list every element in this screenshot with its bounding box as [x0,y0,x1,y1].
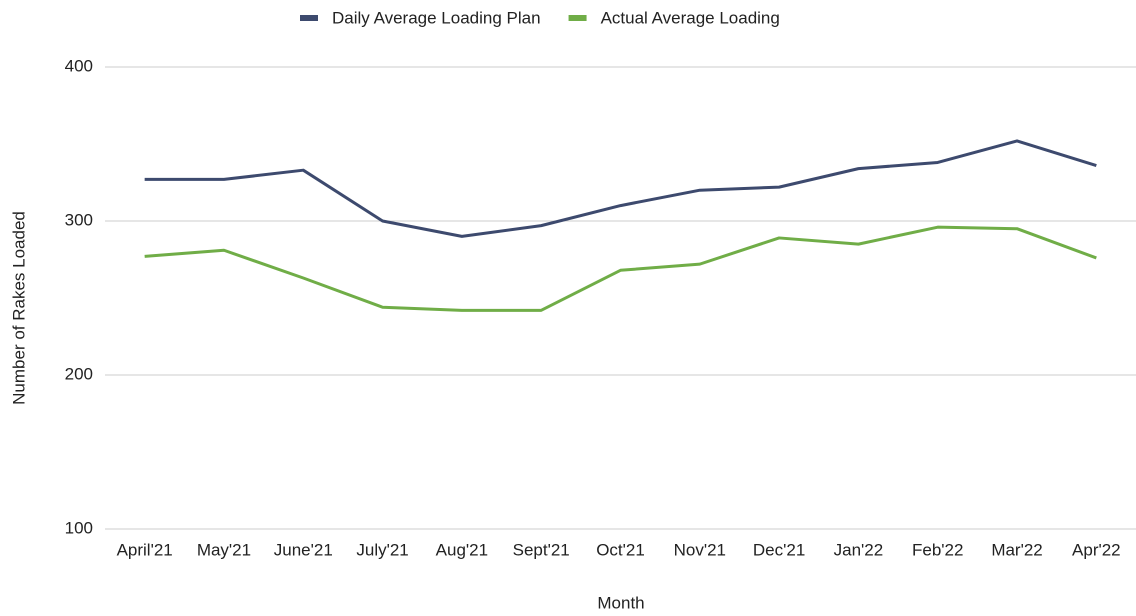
x-tick-label: Jan'22 [834,540,884,559]
y-tick-label: 400 [65,56,93,75]
x-tick-label: Sept'21 [513,540,570,559]
legend-label: Daily Average Loading Plan [332,8,541,27]
x-tick-label: Feb'22 [912,540,963,559]
legend-label: Actual Average Loading [601,8,780,27]
x-tick-label: Nov'21 [674,540,726,559]
x-tick-label: Oct'21 [596,540,645,559]
series-line [144,225,1097,312]
y-tick-label: 300 [65,210,93,229]
series-line [144,139,1097,238]
x-tick-label: Apr'22 [1072,540,1121,559]
x-axis-label: Month [597,593,644,612]
x-tick-label: April'21 [117,540,173,559]
legend-marker [568,15,587,21]
legend-marker [300,15,318,21]
x-tick-label: May'21 [197,540,251,559]
x-tick-label: Mar'22 [991,540,1042,559]
y-tick-label: 100 [65,518,93,537]
x-tick-label: Dec'21 [753,540,805,559]
y-axis-label: Number of Rakes Loaded [9,211,28,405]
y-tick-label: 200 [65,364,93,383]
x-tick-label: June'21 [274,540,333,559]
x-tick-label: Aug'21 [436,540,488,559]
x-tick-label: July'21 [356,540,408,559]
